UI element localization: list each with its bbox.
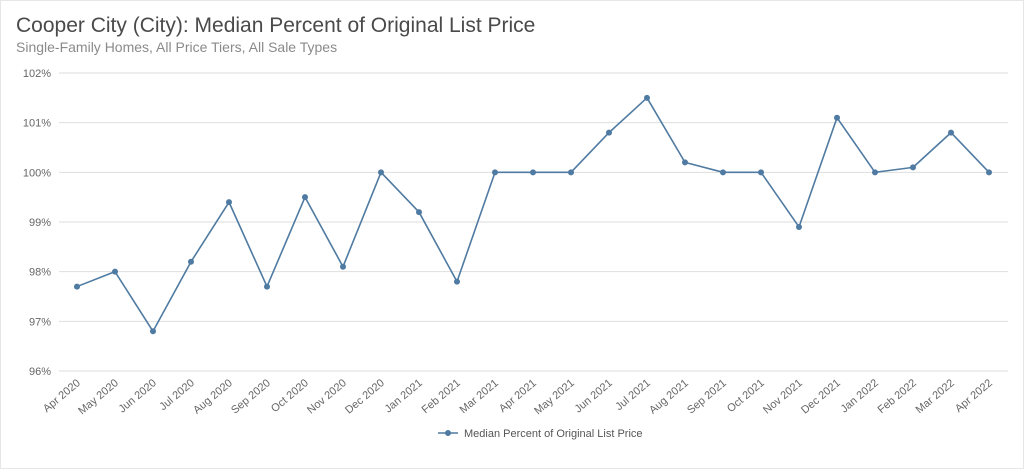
chart-subtitle: Single-Family Homes, All Price Tiers, Al… xyxy=(16,39,338,55)
data-point[interactable] xyxy=(834,114,840,121)
data-point[interactable] xyxy=(720,169,726,176)
y-axis-ticks: 96% 97% 98% 99% 100% 101% 102% xyxy=(23,68,51,378)
x-tick-label: May 2020 xyxy=(76,377,121,417)
data-point[interactable] xyxy=(302,194,308,201)
x-tick-label: Aug 2020 xyxy=(191,377,235,416)
data-point[interactable] xyxy=(644,94,650,101)
x-tick-label: May 2021 xyxy=(532,377,577,417)
data-point[interactable] xyxy=(112,268,118,275)
data-point[interactable] xyxy=(568,169,574,176)
data-point[interactable] xyxy=(910,164,916,171)
x-tick-label: Aug 2021 xyxy=(647,377,691,416)
data-point[interactable] xyxy=(530,169,536,176)
x-tick-label: Dec 2021 xyxy=(799,377,843,416)
x-tick-label: Jan 2021 xyxy=(383,377,425,415)
legend-marker xyxy=(445,430,451,436)
y-tick-label: 99% xyxy=(29,217,51,229)
x-tick-label: Mar 2021 xyxy=(458,377,501,416)
gridlines xyxy=(59,72,1008,372)
data-point[interactable] xyxy=(188,258,194,265)
data-point[interactable] xyxy=(264,283,270,290)
data-point[interactable] xyxy=(378,169,384,176)
data-point[interactable] xyxy=(492,169,498,176)
x-tick-label: Sep 2020 xyxy=(229,377,273,416)
x-tick-label: Dec 2020 xyxy=(343,377,387,416)
x-tick-label: Oct 2021 xyxy=(725,377,767,415)
x-tick-label: Mar 2022 xyxy=(914,377,957,416)
y-tick-label: 101% xyxy=(23,118,51,130)
y-tick-label: 102% xyxy=(23,68,51,80)
legend-label: Median Percent of Original List Price xyxy=(464,428,643,440)
data-point[interactable] xyxy=(948,129,954,136)
x-tick-label: Nov 2021 xyxy=(761,377,805,416)
x-tick-label: Jan 2022 xyxy=(839,377,881,415)
data-point[interactable] xyxy=(74,283,80,290)
x-tick-label: Apr 2022 xyxy=(953,377,995,415)
x-tick-label: Feb 2021 xyxy=(420,377,463,416)
chart-title: Cooper City (City): Median Percent of Or… xyxy=(16,14,536,37)
series-group xyxy=(74,94,992,335)
x-tick-label: Nov 2020 xyxy=(305,377,349,416)
x-tick-label: Feb 2022 xyxy=(876,377,919,416)
x-tick-label: Oct 2020 xyxy=(269,377,311,415)
data-point[interactable] xyxy=(150,328,156,335)
data-point[interactable] xyxy=(226,199,232,206)
x-tick-label: Sep 2021 xyxy=(685,377,729,416)
data-point[interactable] xyxy=(606,129,612,136)
data-point[interactable] xyxy=(758,169,764,176)
data-point[interactable] xyxy=(340,263,346,270)
data-point[interactable] xyxy=(872,169,878,176)
y-tick-label: 97% xyxy=(29,316,51,328)
y-tick-label: 98% xyxy=(29,267,51,279)
series-line xyxy=(76,97,990,333)
x-tick-label: Jun 2021 xyxy=(573,377,615,415)
data-point[interactable] xyxy=(986,169,992,176)
data-point[interactable] xyxy=(682,159,688,166)
y-tick-label: 96% xyxy=(29,366,51,378)
x-tick-label: Jun 2020 xyxy=(117,377,159,415)
y-tick-label: 100% xyxy=(23,167,51,179)
data-point[interactable] xyxy=(796,223,802,230)
data-point[interactable] xyxy=(416,209,422,216)
data-point[interactable] xyxy=(454,278,460,285)
legend[interactable]: Median Percent of Original List Price xyxy=(438,428,643,440)
